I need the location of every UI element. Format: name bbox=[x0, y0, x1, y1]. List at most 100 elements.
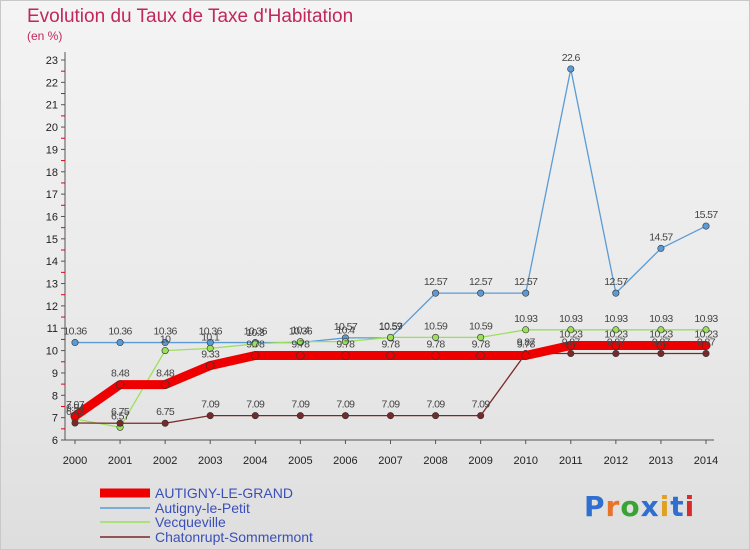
logo-letter: i bbox=[684, 490, 696, 523]
x-tick-label: 2008 bbox=[423, 455, 447, 467]
x-tick-label: 2003 bbox=[198, 455, 222, 467]
y-tick-label: 10 bbox=[46, 346, 58, 358]
data-point bbox=[71, 339, 79, 347]
x-tick-label: 2004 bbox=[243, 455, 267, 467]
data-label: 9.78 bbox=[381, 339, 400, 351]
x-tick-label: 2011 bbox=[559, 455, 583, 467]
y-tick-label: 15 bbox=[46, 234, 58, 246]
data-label: 9.33 bbox=[201, 349, 220, 361]
data-point bbox=[702, 349, 710, 357]
y-tick-label: 17 bbox=[46, 189, 58, 201]
data-point bbox=[612, 326, 620, 334]
y-tick-label: 23 bbox=[46, 55, 58, 67]
x-tick-label: 2013 bbox=[649, 455, 673, 467]
data-point bbox=[702, 326, 710, 334]
data-label: 10 bbox=[160, 334, 171, 346]
x-tick-label: 2005 bbox=[288, 455, 312, 467]
data-label: 12.57 bbox=[424, 276, 448, 288]
data-label: 10.36 bbox=[244, 326, 268, 338]
data-point bbox=[432, 333, 440, 341]
proxiti-logo: Proxiti bbox=[584, 490, 695, 523]
data-label: 10.93 bbox=[694, 313, 718, 325]
logo-letter: P bbox=[584, 490, 606, 523]
data-point bbox=[341, 412, 349, 420]
data-label: 10.36 bbox=[289, 326, 313, 338]
data-point bbox=[296, 412, 304, 420]
y-tick-label: 16 bbox=[46, 211, 58, 223]
data-point bbox=[522, 326, 530, 334]
data-label: 10.1 bbox=[201, 331, 220, 343]
data-point bbox=[611, 341, 621, 350]
data-label: 10.93 bbox=[649, 313, 673, 325]
logo-letter: r bbox=[605, 490, 621, 523]
data-label: 9.87 bbox=[517, 336, 536, 348]
data-point bbox=[432, 289, 440, 297]
data-label: 9.78 bbox=[472, 339, 491, 351]
data-point bbox=[476, 351, 485, 360]
data-label: 10.59 bbox=[469, 320, 493, 332]
data-point bbox=[657, 349, 665, 357]
data-label: 6.75 bbox=[156, 406, 175, 418]
data-point bbox=[116, 339, 124, 347]
data-point bbox=[432, 412, 440, 420]
data-label: 10.59 bbox=[424, 320, 448, 332]
data-label: 10.23 bbox=[649, 328, 673, 340]
data-label: 7.09 bbox=[291, 399, 310, 411]
data-point bbox=[656, 341, 666, 350]
data-point bbox=[251, 340, 259, 348]
y-tick-label: 13 bbox=[46, 279, 58, 291]
data-point bbox=[567, 65, 575, 73]
chart-title: Evolution du Taux de Taxe d'Habitation bbox=[27, 6, 354, 27]
data-point bbox=[657, 244, 665, 252]
data-label: 10.23 bbox=[559, 328, 583, 340]
data-label: 7.09 bbox=[472, 399, 491, 411]
data-point bbox=[161, 339, 169, 347]
data-label: 12.57 bbox=[514, 276, 538, 288]
series-line-1 bbox=[74, 68, 707, 344]
data-point bbox=[386, 412, 394, 420]
data-label: 22.6 bbox=[562, 52, 581, 64]
chart-subtitle: (en %) bbox=[27, 29, 63, 43]
data-label: 10.4 bbox=[336, 325, 355, 337]
y-tick-label: 20 bbox=[46, 122, 58, 134]
data-point bbox=[386, 333, 394, 341]
data-point bbox=[251, 412, 259, 420]
data-label: 9.87 bbox=[562, 336, 581, 348]
data-point bbox=[477, 412, 485, 420]
data-label: 10.93 bbox=[559, 313, 583, 325]
logo-letter: x bbox=[640, 490, 660, 523]
data-point bbox=[160, 380, 170, 389]
data-label: 6.57 bbox=[111, 410, 130, 422]
y-tick-label: 8 bbox=[52, 390, 58, 402]
data-point bbox=[431, 351, 440, 360]
data-point bbox=[296, 351, 305, 360]
data-label: 10.3 bbox=[246, 327, 265, 339]
x-tick-label: 2012 bbox=[604, 455, 628, 467]
y-tick-label: 14 bbox=[46, 256, 58, 268]
y-tick-label: 12 bbox=[46, 301, 58, 313]
logo-letter: i bbox=[659, 490, 671, 523]
data-point bbox=[206, 412, 214, 420]
data-point bbox=[702, 222, 710, 230]
data-label: 9.78 bbox=[336, 339, 355, 351]
data-point bbox=[341, 351, 350, 360]
y-tick-label: 6 bbox=[52, 435, 58, 447]
data-label: 15.57 bbox=[694, 209, 718, 221]
x-tick-label: 2009 bbox=[468, 455, 492, 467]
x-tick-label: 2000 bbox=[63, 455, 87, 467]
data-label: 12.57 bbox=[604, 276, 628, 288]
data-point bbox=[205, 361, 215, 370]
x-tick-label: 2014 bbox=[694, 455, 718, 467]
data-point bbox=[115, 380, 125, 389]
data-label: 10.36 bbox=[199, 326, 223, 338]
data-point bbox=[477, 289, 485, 297]
data-point bbox=[71, 419, 79, 427]
legend-label: Vecqueville bbox=[155, 514, 226, 530]
data-point bbox=[612, 349, 620, 357]
data-label: 10.23 bbox=[604, 328, 628, 340]
data-label: 10.57 bbox=[379, 321, 403, 333]
data-label: 7.09 bbox=[381, 399, 400, 411]
legend-label: AUTIGNY-LE-GRAND bbox=[155, 485, 293, 501]
